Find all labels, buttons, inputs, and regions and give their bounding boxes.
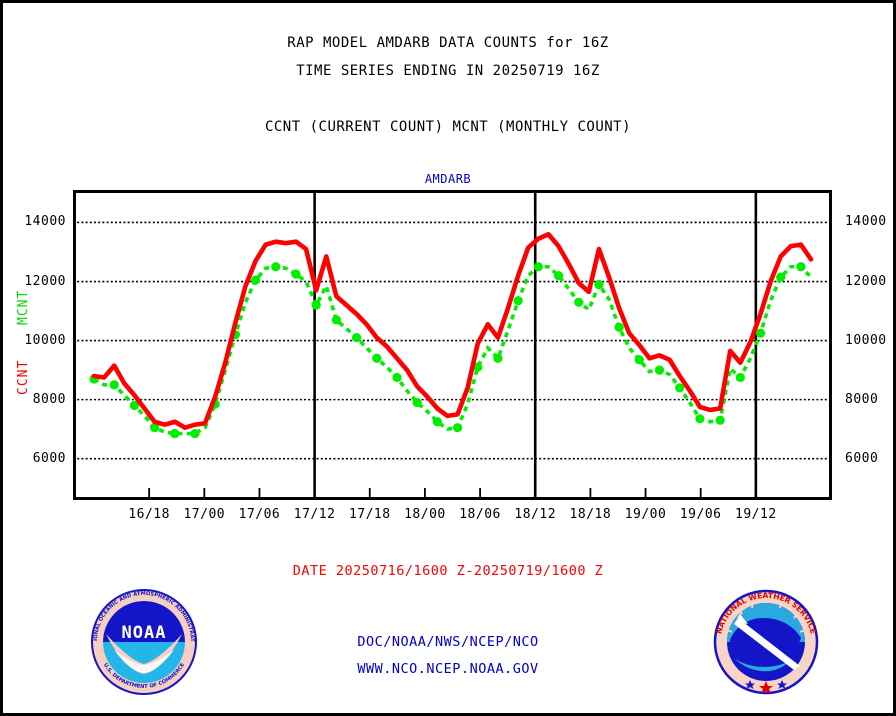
y-axis-right-tick-10000: 10000: [845, 332, 887, 348]
x-axis-tick-19-00: 19/00: [624, 507, 667, 522]
nws-logo: NATIONAL WEATHER SERVICE: [713, 589, 819, 695]
y-axis-right-tick-12000: 12000: [845, 273, 887, 289]
legend-label-amdarb: AMDARB: [424, 172, 472, 186]
y-axis-right-tick-8000: 8000: [845, 391, 879, 407]
x-axis-tick-19-06: 19/06: [679, 507, 722, 522]
y-axis-label-ccnt: CCNT: [16, 359, 31, 395]
date-range-caption: DATE 20250716/1600 Z-20250719/1600 Z: [292, 563, 604, 579]
svg-text:NOAA: NOAA: [122, 623, 167, 643]
plot-area: [73, 190, 832, 500]
x-axis-tick-18-18: 18/18: [569, 507, 612, 522]
footer-org[interactable]: DOC/NOAA/NWS/NCEP/NCO: [357, 634, 539, 650]
plot-border: [73, 190, 832, 500]
y-axis-right-tick-6000: 6000: [845, 450, 879, 466]
x-axis-tick-18-06: 18/06: [459, 507, 501, 522]
chart-canvas: [73, 190, 832, 500]
chart-title-line1: RAP MODEL AMDARB DATA COUNTS for 16Z: [287, 35, 609, 51]
y-axis-left-tick-6000: 6000: [32, 450, 66, 466]
y-axis-left-tick-14000: 14000: [24, 214, 66, 230]
x-axis-tick-18-00: 18/00: [404, 507, 446, 522]
noaa-logo: NOAA NATIONAL OCEANIC AND ATMOSPHERIC AD…: [84, 588, 197, 695]
x-axis-tick-17-18: 17/18: [348, 507, 391, 522]
x-axis-tick-18-12: 18/12: [514, 507, 557, 522]
y-axis-left-tick-8000: 8000: [32, 391, 66, 407]
chart-subtitle-legend-key: CCNT (CURRENT COUNT) MCNT (MONTHLY COUNT…: [264, 119, 632, 135]
x-axis-tick-19-12: 19/12: [735, 507, 777, 522]
y-axis-right-tick-14000: 14000: [845, 214, 887, 230]
x-axis-tick-17-00: 17/00: [183, 507, 226, 522]
y-axis-left-tick-12000: 12000: [24, 273, 66, 289]
x-axis-tick-16-18: 16/18: [128, 507, 170, 522]
chart-title-line2: TIME SERIES ENDING IN 20250719 16Z: [296, 63, 600, 79]
footer-url[interactable]: WWW.NCO.NCEP.NOAA.GOV: [357, 661, 539, 677]
y-axis-label-mcnt: MCNT: [16, 289, 31, 325]
y-axis-left-tick-10000: 10000: [24, 332, 66, 348]
x-axis-tick-17-06: 17/06: [238, 507, 281, 522]
x-axis-tick-17-12: 17/12: [293, 507, 336, 522]
